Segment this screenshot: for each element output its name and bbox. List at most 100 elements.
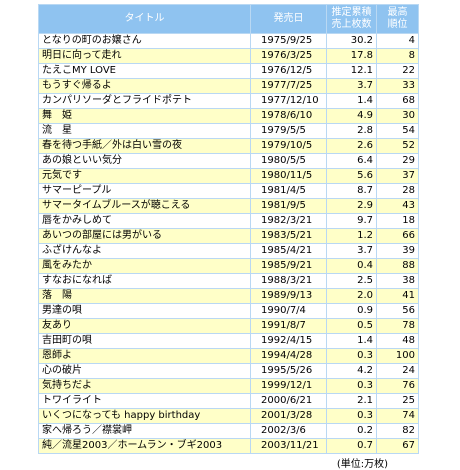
table-cell: 唇をかみしめて xyxy=(38,213,251,229)
table-cell: 4 xyxy=(376,33,419,49)
header-cell: 最高 順位 xyxy=(376,4,419,34)
table-cell: 0.4 xyxy=(326,258,377,274)
table-cell: 0.3 xyxy=(326,348,377,364)
table-cell: 30 xyxy=(376,108,419,124)
table-row: もうすぐ帰るよ 1977/7/25 3.7 33 xyxy=(38,78,419,94)
table-cell: 39 xyxy=(376,243,419,259)
table-row: 男達の唄 1990/7/4 0.9 56 xyxy=(38,303,419,319)
table-cell: 1979/5/5 xyxy=(250,123,327,139)
table-cell: 24 xyxy=(376,363,419,379)
table-cell: 37 xyxy=(376,168,419,184)
table-cell: 1992/4/15 xyxy=(250,333,327,349)
header-row: タイトル 発売日 推定累積 売上枚数 最高 順位 xyxy=(38,4,419,34)
table-cell: 1991/8/7 xyxy=(250,318,327,334)
table-cell: 1994/4/28 xyxy=(250,348,327,364)
table-row: あいつの部屋には男がいる 1983/5/21 1.2 66 xyxy=(38,228,419,244)
table-cell: 1976/12/5 xyxy=(250,63,327,79)
table-cell: あの娘といい気分 xyxy=(38,153,251,169)
table-cell: 17.8 xyxy=(326,48,377,64)
table-cell: 88 xyxy=(376,258,419,274)
table-cell: 2001/3/28 xyxy=(250,408,327,424)
table-row: となりの町のお嬢さん 1975/9/25 30.2 4 xyxy=(38,33,419,49)
table-cell: 2.1 xyxy=(326,393,377,409)
table-cell: 2.8 xyxy=(326,123,377,139)
table-row: 風をみたか 1985/9/21 0.4 88 xyxy=(38,258,419,274)
single-table: タイトル 発売日 推定累積 売上枚数 最高 順位 となりの町のお嬢さん 1975/9/25 3… xyxy=(38,4,419,454)
table-cell: となりの町のお嬢さん xyxy=(38,33,251,49)
table-row: トワイライト 2000/6/21 2.1 25 xyxy=(38,393,419,409)
header-cell: 推定累積 売上枚数 xyxy=(326,4,377,34)
table-row: ふざけんなよ 1985/4/21 3.7 39 xyxy=(38,243,419,259)
table-cell: 68 xyxy=(376,93,419,109)
table-cell: 2000/6/21 xyxy=(250,393,327,409)
table-cell: 1990/7/4 xyxy=(250,303,327,319)
table-cell: 2003/11/21 xyxy=(250,438,327,454)
table-cell: 8.7 xyxy=(326,183,377,199)
table-cell: 1977/12/10 xyxy=(250,93,327,109)
table-cell: 100 xyxy=(376,348,419,364)
table-row: 舞 姫 1978/6/10 4.9 30 xyxy=(38,108,419,124)
table-cell: 76 xyxy=(376,378,419,394)
table-cell: 1982/3/21 xyxy=(250,213,327,229)
table-cell: 48 xyxy=(376,333,419,349)
header-cell: 発売日 xyxy=(250,4,327,34)
table-cell: サマータイムブルースが聴こえる xyxy=(38,198,251,214)
table-cell: 3.7 xyxy=(326,243,377,259)
table-cell: 家へ帰ろう／襟裳岬 xyxy=(38,423,251,439)
table-cell: 1999/12/1 xyxy=(250,378,327,394)
table-cell: 男達の唄 xyxy=(38,303,251,319)
table-row: あの娘といい気分 1980/5/5 6.4 29 xyxy=(38,153,419,169)
table-cell: 1988/3/21 xyxy=(250,273,327,289)
table-cell: 4.9 xyxy=(326,108,377,124)
table-cell: 6.4 xyxy=(326,153,377,169)
table-cell: 30.2 xyxy=(326,33,377,49)
table-row: 流 星 1979/5/5 2.8 54 xyxy=(38,123,419,139)
table-cell: 1985/4/21 xyxy=(250,243,327,259)
table-cell: 1985/9/21 xyxy=(250,258,327,274)
table-cell: もうすぐ帰るよ xyxy=(38,78,251,94)
table-cell: カンパリソーダとフライドポテト xyxy=(38,93,251,109)
table-cell: 1980/11/5 xyxy=(250,168,327,184)
table-row: 気持ちだよ 1999/12/1 0.3 76 xyxy=(38,378,419,394)
table-row: 唇をかみしめて 1982/3/21 9.7 18 xyxy=(38,213,419,229)
table-row: 元気です 1980/11/5 5.6 37 xyxy=(38,168,419,184)
table-row: 恩師よ 1994/4/28 0.3 100 xyxy=(38,348,419,364)
table-cell: 舞 姫 xyxy=(38,108,251,124)
table-body: となりの町のお嬢さん 1975/9/25 30.2 4 明日に向って走れ 1976/3/2… xyxy=(38,33,419,454)
table-cell: 29 xyxy=(376,153,419,169)
table-row: 友あり 1991/8/7 0.5 78 xyxy=(38,318,419,334)
table-row: 心の破片 1995/5/26 4.2 24 xyxy=(38,363,419,379)
table-cell: 吉田町の唄 xyxy=(38,333,251,349)
table-cell: 1976/3/25 xyxy=(250,48,327,64)
table-cell: 1.4 xyxy=(326,333,377,349)
table-cell: 落 陽 xyxy=(38,288,251,304)
table-cell: 4.2 xyxy=(326,363,377,379)
table-cell: たえこMY LOVE xyxy=(38,63,251,79)
table-cell: 1981/9/5 xyxy=(250,198,327,214)
table-cell: 純／流星2003／ホームラン・ブギ2003 xyxy=(38,438,251,454)
table-cell: 2.0 xyxy=(326,288,377,304)
table-cell: 56 xyxy=(376,303,419,319)
table-cell: 風をみたか xyxy=(38,258,251,274)
table-cell: 春を待つ手紙／外は白い雪の夜 xyxy=(38,138,251,154)
table-cell: 0.9 xyxy=(326,303,377,319)
header-cell: タイトル xyxy=(38,4,251,34)
table-cell: いくつになっても happy birthday xyxy=(38,408,251,424)
table-cell: 1989/9/13 xyxy=(250,288,327,304)
table-cell: あいつの部屋には男がいる xyxy=(38,228,251,244)
table-cell: 2.9 xyxy=(326,198,377,214)
table-cell: 1978/6/10 xyxy=(250,108,327,124)
table-cell: 1980/5/5 xyxy=(250,153,327,169)
table-cell: 友あり xyxy=(38,318,251,334)
table-cell: 22 xyxy=(376,63,419,79)
table-cell: 66 xyxy=(376,228,419,244)
table-row: カンパリソーダとフライドポテト 1977/12/10 1.4 68 xyxy=(38,93,419,109)
table-cell: 恩師よ xyxy=(38,348,251,364)
table-cell: 33 xyxy=(376,78,419,94)
table-row: サマータイムブルースが聴こえる 1981/9/5 2.9 43 xyxy=(38,198,419,214)
table-cell: 0.5 xyxy=(326,318,377,334)
table-cell: 明日に向って走れ xyxy=(38,48,251,64)
table-cell: 1.2 xyxy=(326,228,377,244)
table-row: サマーピープル 1981/4/5 8.7 28 xyxy=(38,183,419,199)
